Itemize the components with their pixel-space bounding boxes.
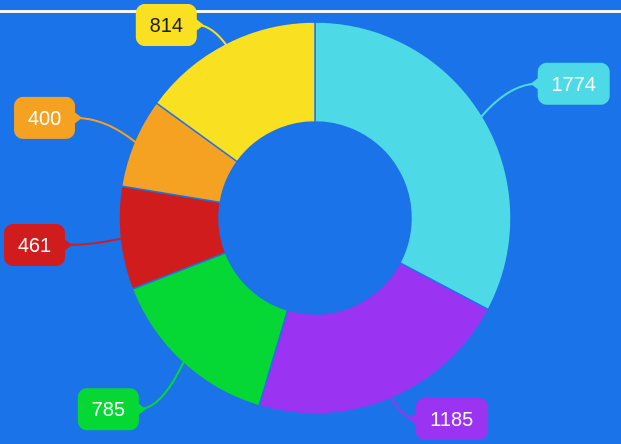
data-label-1185: 1185 [430,409,473,431]
data-label-1774: 1774 [551,74,596,96]
donut-slice-785 [131,251,289,407]
donut-slice-1774 [314,21,512,311]
label-box-400 [14,96,76,139]
label-box-785 [77,388,139,431]
label-pointer-1774 [530,76,540,91]
label-leader-400 [75,116,139,145]
donut-slice-814 [155,21,316,163]
label-box-1774 [537,62,610,105]
data-label-785: 785 [92,399,125,421]
label-pointer-400 [73,110,83,125]
donut-slice-1185 [258,261,490,415]
label-box-1185 [415,398,488,440]
label-pointer-1185 [408,412,418,426]
label-pointer-461 [63,238,72,253]
label-box-814 [135,4,197,46]
label-pointer-814 [194,18,204,32]
data-label-461: 461 [18,235,51,257]
label-pointer-785 [136,402,146,417]
data-label-400: 400 [28,108,61,130]
label-box-461 [4,224,65,267]
label-leader-1774 [478,82,538,120]
label-leader-814 [196,24,229,48]
label-leader-785 [138,358,186,411]
top-divider [0,10,621,13]
data-label-814: 814 [150,15,183,37]
label-leader-1185 [388,394,416,420]
label-leader-461 [64,236,125,247]
slice-labels: 1774 1185 785 461 400 814 [4,4,610,440]
donut-slices [118,21,512,415]
